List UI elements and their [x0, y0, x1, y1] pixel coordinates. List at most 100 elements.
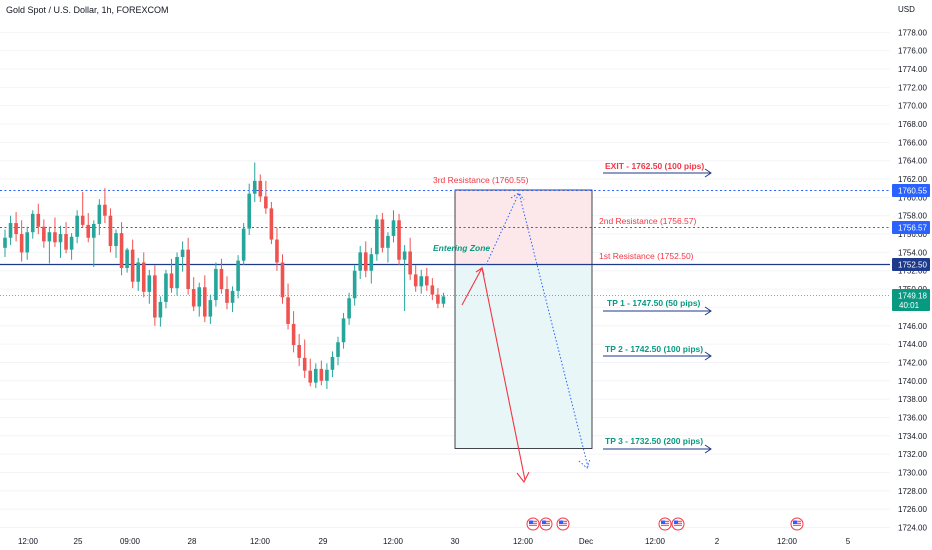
time-tick-label: 29 — [319, 537, 328, 546]
candle-body — [291, 323, 296, 346]
candle-body — [25, 232, 29, 253]
candle-body — [252, 180, 257, 194]
price-tick-label: 1774.00 — [898, 65, 927, 74]
candle-body — [247, 193, 251, 229]
candle-body — [141, 262, 146, 292]
current-price-tag-bg — [892, 289, 930, 311]
exit-path-top-arrowhead — [510, 192, 525, 201]
us-flag-icon[interactable] — [790, 517, 804, 531]
candle-body — [119, 233, 124, 268]
tp2-arrowhead — [704, 351, 712, 361]
price-tick-label: 1756.00 — [898, 230, 927, 239]
candle-body — [352, 270, 357, 299]
candle-body — [169, 273, 174, 289]
price-axis[interactable]: 1778.00 1776.00 1774.00 1772.00 1770.00 1768.… — [898, 28, 927, 532]
price-tick-label: 1766.00 — [898, 138, 927, 147]
us-flag-icon[interactable] — [526, 517, 540, 531]
third-resistance-tag-bg — [892, 184, 930, 197]
candle-body — [380, 219, 385, 248]
candle-body — [408, 251, 412, 275]
candle-body — [275, 239, 279, 263]
price-tick-label: 1760.00 — [898, 193, 927, 202]
countdown-tag: 40:01 — [899, 301, 920, 310]
price-tick-label: 1754.00 — [898, 248, 927, 257]
candle-body — [347, 298, 351, 319]
first-resistance-tag: 1752.50 — [898, 261, 927, 270]
us-flag-icon[interactable] — [539, 517, 553, 531]
candle-body — [336, 342, 340, 357]
candle-body — [225, 289, 229, 303]
candle-body — [86, 224, 91, 238]
tp1-arrowhead — [704, 306, 712, 316]
candle-body — [58, 234, 63, 243]
us-flag-icon[interactable] — [556, 517, 570, 531]
exit-arrowhead — [704, 168, 712, 178]
us-flag-icon[interactable] — [658, 517, 672, 531]
time-tick-label: 12:00 — [383, 537, 404, 546]
economic-events[interactable] — [526, 517, 804, 531]
candle-body — [369, 254, 374, 271]
time-tick-label: 12:00 — [250, 537, 271, 546]
time-tick-label: 12:00 — [645, 537, 666, 546]
candle-body — [180, 249, 185, 257]
candle-body — [186, 249, 190, 290]
candle-body — [280, 262, 285, 298]
candle-body — [325, 369, 329, 381]
time-tick-label: 30 — [451, 537, 460, 546]
candle-body — [19, 234, 24, 253]
time-tick-label: 12:00 — [513, 537, 534, 546]
tp1-label: TP 1 - 1747.50 (50 pips) — [607, 298, 701, 308]
candle-body — [53, 232, 57, 243]
candle-body — [130, 249, 135, 282]
candle-body — [114, 233, 118, 246]
candle-body — [80, 215, 85, 225]
candle-body — [36, 213, 41, 227]
currency-label: USD — [898, 5, 915, 14]
candle-body — [436, 294, 440, 304]
candle-body — [241, 228, 246, 261]
time-axis[interactable]: 12:00 25 09:00 28 12:00 29 12:00 30 12:00 Dec 12:0… — [18, 537, 851, 546]
candle-body — [219, 268, 224, 290]
candle-body — [153, 275, 157, 318]
candle-body — [319, 368, 324, 381]
price-tick-label: 1738.00 — [898, 395, 927, 404]
candle-body — [3, 237, 7, 248]
time-tick-label: 09:00 — [120, 537, 141, 546]
candle-body — [203, 287, 207, 317]
entering-zone-label: Entering Zone — [433, 243, 490, 253]
candle-body — [341, 318, 346, 343]
candle-body — [430, 285, 435, 295]
candle-body — [8, 223, 13, 238]
candle-body — [108, 215, 113, 246]
candle-body — [286, 297, 290, 324]
candle-body — [413, 274, 418, 287]
candle-body — [125, 249, 129, 268]
candle-body — [30, 213, 35, 233]
us-flag-icon[interactable] — [671, 517, 685, 531]
candles — [3, 162, 446, 390]
candle-body — [297, 345, 301, 358]
reward-zone — [454, 264, 593, 449]
candle-body — [391, 220, 396, 236]
price-tick-label: 1724.00 — [898, 524, 927, 533]
candle-body — [330, 356, 335, 370]
entering-zone-arrowhead — [475, 267, 485, 276]
third-resistance-label: 3rd Resistance (1760.55) — [433, 175, 529, 185]
candle-body — [164, 273, 168, 302]
candle-body — [314, 368, 318, 383]
price-tick-label: 1762.00 — [898, 175, 927, 184]
candle-body — [64, 234, 68, 250]
price-tick-label: 1732.00 — [898, 450, 927, 459]
candle-body — [197, 287, 202, 307]
candle-body — [191, 289, 196, 307]
candle-body — [419, 276, 424, 287]
price-tick-label: 1730.00 — [898, 468, 927, 477]
price-tick-label: 1778.00 — [898, 28, 927, 37]
candle-body — [363, 252, 368, 271]
price-tick-label: 1744.00 — [898, 340, 927, 349]
price-tick-label: 1770.00 — [898, 102, 927, 111]
candle-body — [375, 219, 379, 255]
candle-body — [103, 204, 107, 216]
price-tick-label: 1736.00 — [898, 413, 927, 422]
